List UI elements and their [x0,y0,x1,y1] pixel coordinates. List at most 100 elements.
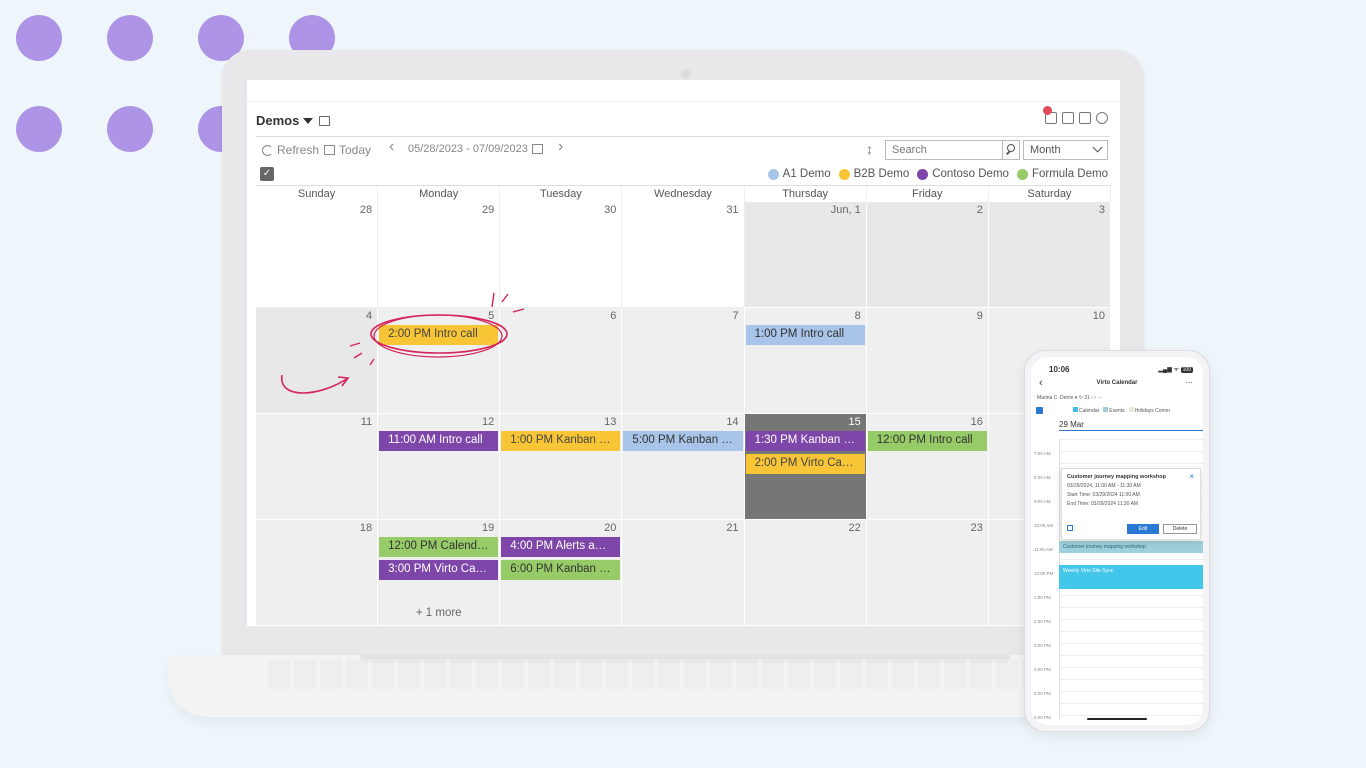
phone-screen: 10:06 ▂▄▆ ᯤ 100 ‹ Virto Calendar ··· Mar… [1031,357,1203,725]
edit-button[interactable]: Edit [1127,524,1159,534]
calendar-event[interactable]: 1:00 PM Kanban Bo... [501,431,621,451]
day-cell[interactable]: 3 [988,202,1111,308]
prev-button[interactable]: ‹ [389,138,394,156]
search-icon-handle [1006,150,1010,155]
day-cell[interactable]: 19 12:00 PM Calendar ... 3:00 PM Virto C… [378,520,501,626]
legend-label: B2B Demo [853,168,910,180]
day-cell[interactable]: 7 [622,308,745,414]
time-label: 6:00 PM [1034,715,1051,720]
print-icon[interactable] [1062,112,1074,124]
day-cell[interactable]: 31 [622,202,745,308]
select-all-checkbox[interactable]: ✓ [260,167,274,181]
date-range[interactable]: 05/28/2023 - 07/09/2023 [408,143,543,155]
day-cell[interactable]: 9 [866,308,989,414]
more-events-link[interactable]: + 1 more [415,607,462,619]
today-button[interactable]: Today [324,143,371,157]
phone-user[interactable]: Marina C. Demo ▾ ↻ 31 ‹ › ··· [1037,395,1103,401]
view-select-value: Month [1030,144,1061,156]
day-cell[interactable]: 12 11:00 AM Intro call [378,414,501,520]
calendar-event[interactable]: 1:00 PM Intro call [745,325,865,345]
day-number: 12 [482,416,495,428]
day-cell[interactable]: 21 [622,520,745,626]
time-label: 3:00 PM [1034,643,1051,648]
day-cell[interactable]: 20 4:00 PM Alerts and... 6:00 PM Kanban … [500,520,623,626]
day-cell-today[interactable]: 15 1:30 PM Kanban Bo... 2:00 PM Virto Ca… [744,414,867,520]
day-number: 20 [604,522,617,534]
search-button[interactable] [1002,140,1020,160]
day-header: Saturday [989,186,1111,202]
day-cell[interactable]: Jun, 1 [744,202,867,308]
phone-event[interactable]: Weekly Virto Site Sync [1059,565,1203,589]
calendar-event[interactable]: 5:00 PM Kanban B... [623,431,743,451]
day-number: 18 [359,522,373,534]
day-number: 5 [488,310,495,322]
phone-legend-item[interactable]: Holidays Comm [1128,407,1170,414]
date-picker-icon[interactable] [531,144,543,154]
calendar-event[interactable]: 11:00 AM Intro call [379,431,499,451]
bell-icon[interactable] [1043,106,1057,124]
notes-icon[interactable] [319,115,331,126]
legend-a1[interactable]: A1 Demo [767,168,831,180]
legend-contoso[interactable]: Contoso Demo [917,168,1009,180]
back-icon[interactable]: ‹ [1039,377,1043,389]
calendar-event[interactable]: 4:00 PM Alerts and... [501,537,621,557]
day-cell[interactable]: 23 [866,520,989,626]
day-number: 23 [970,522,983,534]
next-button[interactable]: › [558,138,563,156]
day-cell[interactable]: 28 [256,202,379,308]
phone-legend-item[interactable]: Calendar [1073,407,1099,414]
calendar-event[interactable]: 1:30 PM Kanban Bo... [745,431,865,451]
search-input[interactable]: Search [885,140,1003,160]
refresh-button[interactable]: Refresh [262,143,319,157]
legend-b2b[interactable]: B2B Demo [838,168,910,180]
calendar-title[interactable]: Demos [256,113,331,128]
time-label: 11:00 AM [1034,547,1053,552]
calendar-event[interactable]: 2:00 PM Virto Cale... [745,454,865,474]
phone-legend-item[interactable]: Events [1103,407,1125,414]
view-select[interactable]: Month [1023,140,1108,160]
day-cell[interactable]: 4 [256,308,379,414]
day-cell[interactable]: 2 [866,202,989,308]
time-label: 9:00 AM [1034,499,1051,504]
time-label: 12:00 PM [1034,571,1054,576]
refresh-icon [262,144,273,156]
attachment-icon[interactable] [1067,525,1073,531]
day-cell[interactable]: 13 1:00 PM Kanban Bo... [500,414,623,520]
day-cell[interactable]: 6 [500,308,623,414]
day-header: Friday [867,186,989,202]
calendar-title-text: Demos [256,113,300,128]
day-cell[interactable]: 11 [256,414,379,520]
decor-dot [107,106,153,152]
day-cell[interactable]: 8 1:00 PM Intro call [744,308,867,414]
close-icon[interactable]: × [1189,472,1194,481]
day-cell[interactable]: 16 12:00 PM Intro call [866,414,989,520]
phone-date: 29 Mar [1059,420,1203,431]
day-cell[interactable]: 5 2:00 PM Intro call [378,308,501,414]
gear-icon[interactable] [1096,112,1108,124]
calendar-event[interactable]: 12:00 PM Intro call [867,431,987,451]
day-cell[interactable]: 29 [378,202,501,308]
decor-dot [16,106,62,152]
day-number: 2 [976,204,983,216]
export-icon[interactable] [1079,112,1091,124]
row-height-icon[interactable]: ↕ [866,141,873,157]
day-cell[interactable]: 22 [744,520,867,626]
day-cell[interactable]: 30 [500,202,623,308]
delete-button[interactable]: Delete [1163,524,1197,534]
search-icon [1007,144,1015,152]
day-cell[interactable]: 14 5:00 PM Kanban B... [622,414,745,520]
phone-legend-label: Events [1109,408,1125,414]
calendar-event[interactable]: 6:00 PM Kanban B... [501,560,621,580]
today-label: Today [339,143,372,157]
legend-formula[interactable]: Formula Demo [1016,168,1108,180]
day-number: 9 [976,310,983,322]
legend-swatch [1128,407,1134,412]
calendar-event[interactable]: 3:00 PM Virto Cale... [379,560,499,580]
phone-checkbox[interactable] [1036,407,1043,414]
calendar-event[interactable]: 2:00 PM Intro call [379,325,499,345]
phone-event[interactable]: Customer journey mapping workshop [1059,541,1203,553]
caret-down-icon[interactable] [303,117,314,124]
calendar-event[interactable]: 12:00 PM Calendar ... [379,537,499,557]
day-cell[interactable]: 18 [256,520,379,626]
more-icon[interactable]: ··· [1185,378,1193,387]
